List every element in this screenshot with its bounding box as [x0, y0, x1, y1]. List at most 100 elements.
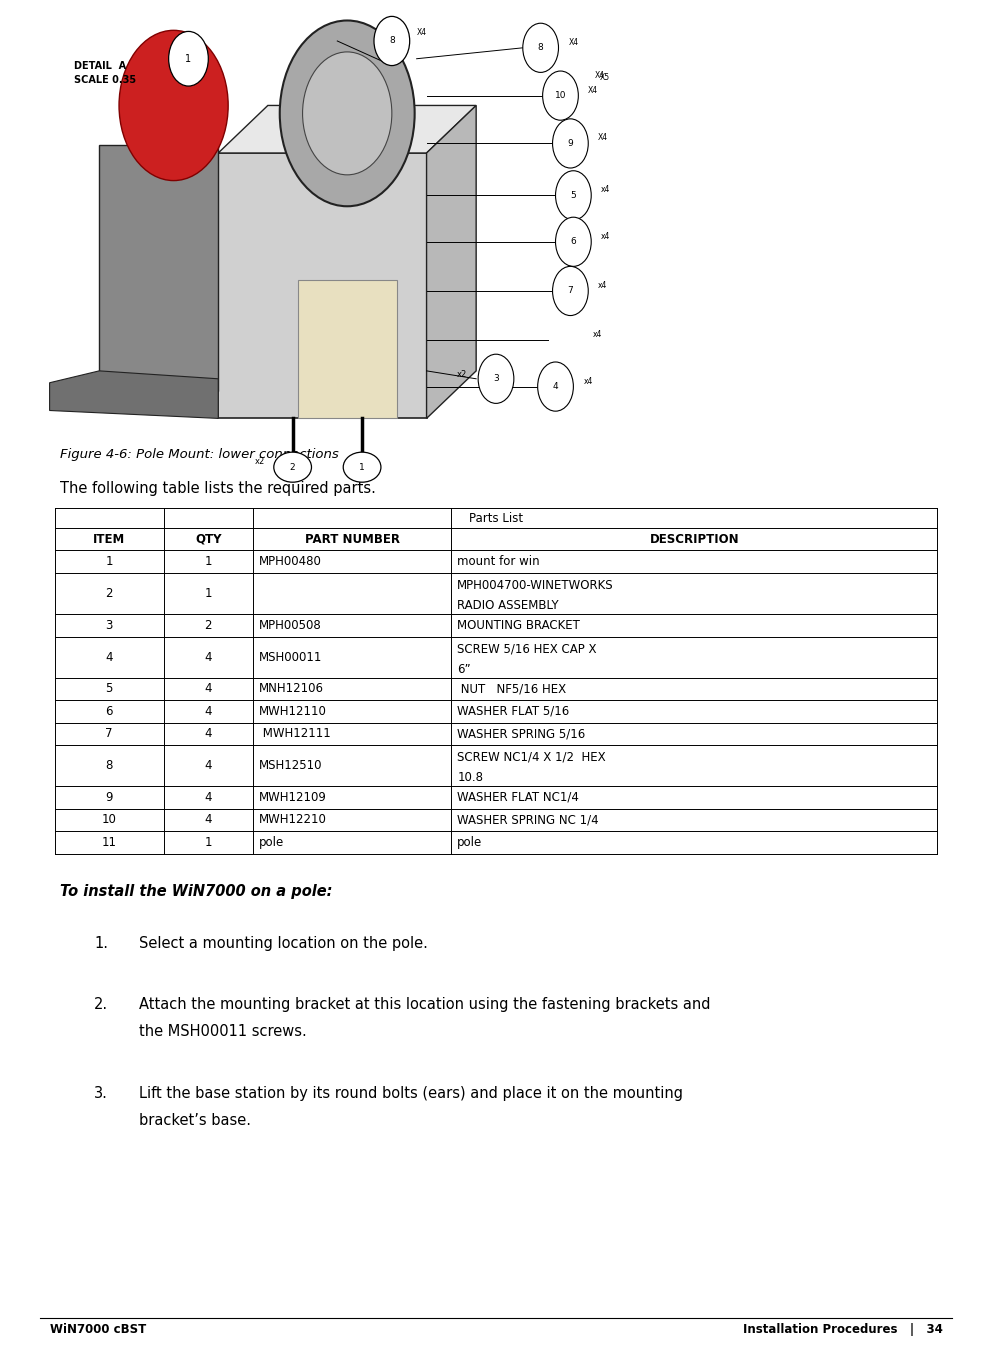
Text: 11: 11: [101, 836, 117, 850]
Text: MPH00508: MPH00508: [259, 619, 321, 632]
Text: 10.8: 10.8: [457, 770, 483, 784]
Text: bracket’s base.: bracket’s base.: [139, 1113, 251, 1128]
Text: To install the WiN7000 on a pole:: To install the WiN7000 on a pole:: [60, 884, 332, 899]
Polygon shape: [50, 370, 218, 418]
Text: MOUNTING BRACKET: MOUNTING BRACKET: [457, 619, 580, 632]
Text: Installation Procedures   |   34: Installation Procedures | 34: [743, 1322, 942, 1336]
Text: mount for win: mount for win: [457, 555, 540, 568]
Text: 9: 9: [105, 791, 113, 805]
Circle shape: [478, 354, 514, 403]
Text: 1: 1: [186, 53, 191, 64]
Text: 10: 10: [102, 813, 116, 826]
Text: 5: 5: [570, 191, 576, 199]
Bar: [0, 34, 992, 430]
Circle shape: [553, 119, 588, 168]
Text: MPH00480: MPH00480: [259, 555, 321, 568]
Text: 8: 8: [538, 44, 544, 52]
Circle shape: [523, 23, 558, 72]
Circle shape: [556, 171, 591, 220]
Text: the MSH00011 screws.: the MSH00011 screws.: [139, 1024, 307, 1040]
Text: QTY: QTY: [195, 533, 221, 546]
Text: The following table lists the required parts.: The following table lists the required p…: [60, 481, 375, 496]
Text: 7: 7: [567, 287, 573, 295]
Text: X4: X4: [568, 38, 578, 46]
Circle shape: [374, 16, 410, 66]
Text: Lift the base station by its round bolts (ears) and place it on the mounting: Lift the base station by its round bolts…: [139, 1086, 682, 1101]
Text: 1: 1: [105, 555, 113, 568]
Text: DETAIL  A
SCALE 0.35: DETAIL A SCALE 0.35: [74, 61, 137, 85]
Text: 8: 8: [105, 759, 113, 772]
Text: WASHER FLAT 5/16: WASHER FLAT 5/16: [457, 705, 569, 719]
Text: Attach the mounting bracket at this location using the fastening brackets and: Attach the mounting bracket at this loca…: [139, 997, 710, 1012]
Text: SCREW 5/16 HEX CAP X: SCREW 5/16 HEX CAP X: [457, 642, 597, 656]
Text: x4: x4: [593, 331, 602, 339]
Text: 2: 2: [290, 463, 296, 471]
Text: 2: 2: [204, 619, 212, 632]
Polygon shape: [427, 105, 476, 418]
Polygon shape: [298, 280, 397, 418]
Text: MWH12111: MWH12111: [259, 727, 330, 740]
Text: 6”: 6”: [457, 663, 471, 676]
Text: 2.: 2.: [94, 997, 108, 1012]
Text: x2: x2: [456, 370, 466, 380]
Text: 4: 4: [204, 650, 212, 664]
Text: DESCRIPTION: DESCRIPTION: [650, 533, 739, 546]
Text: 4: 4: [204, 682, 212, 695]
Text: MSH12510: MSH12510: [259, 759, 322, 772]
Text: 3.: 3.: [94, 1086, 108, 1101]
Text: 5: 5: [105, 682, 113, 695]
Text: x4: x4: [601, 186, 610, 194]
Text: SCREW NC1/4 X 1/2  HEX: SCREW NC1/4 X 1/2 HEX: [457, 750, 606, 764]
Text: MNH12106: MNH12106: [259, 682, 324, 695]
Text: 10: 10: [555, 92, 566, 100]
Text: 4: 4: [204, 727, 212, 740]
Text: 3: 3: [105, 619, 113, 632]
Text: 9: 9: [567, 139, 573, 148]
Text: WASHER SPRING 5/16: WASHER SPRING 5/16: [457, 727, 585, 740]
Text: x4: x4: [583, 377, 592, 385]
Text: MWH12110: MWH12110: [259, 705, 326, 719]
Text: 1: 1: [204, 555, 212, 568]
Text: X4: X4: [595, 71, 605, 79]
Text: 4: 4: [204, 791, 212, 805]
Circle shape: [303, 52, 392, 175]
Text: 6: 6: [105, 705, 113, 719]
Text: X4: X4: [588, 86, 598, 94]
Text: x4: x4: [601, 232, 610, 240]
Text: X4: X4: [598, 134, 608, 142]
Text: MSH00011: MSH00011: [259, 650, 322, 664]
Text: 1.: 1.: [94, 936, 108, 951]
Text: pole: pole: [457, 836, 482, 850]
Circle shape: [538, 362, 573, 411]
Text: Parts List: Parts List: [469, 511, 523, 525]
Circle shape: [280, 20, 415, 206]
Text: MWH12109: MWH12109: [259, 791, 326, 805]
Text: WiN7000 cBST: WiN7000 cBST: [50, 1322, 146, 1336]
Text: 4: 4: [204, 759, 212, 772]
Text: pole: pole: [259, 836, 284, 850]
Text: WASHER SPRING NC 1/4: WASHER SPRING NC 1/4: [457, 813, 599, 826]
Text: 4: 4: [553, 382, 558, 391]
Circle shape: [553, 266, 588, 316]
Text: X5: X5: [600, 72, 610, 82]
Polygon shape: [218, 105, 476, 153]
Text: Figure 4-6: Pole Mount: lower connections: Figure 4-6: Pole Mount: lower connection…: [60, 448, 338, 462]
Text: 1: 1: [204, 836, 212, 850]
Text: 4: 4: [105, 650, 113, 664]
Circle shape: [543, 71, 578, 120]
Text: 6: 6: [570, 238, 576, 246]
Circle shape: [169, 31, 208, 86]
Circle shape: [119, 30, 228, 180]
Text: Select a mounting location on the pole.: Select a mounting location on the pole.: [139, 936, 428, 951]
Ellipse shape: [343, 452, 381, 482]
Polygon shape: [99, 145, 218, 391]
Text: 8: 8: [389, 37, 395, 45]
Text: NUT   NF5/16 HEX: NUT NF5/16 HEX: [457, 682, 566, 695]
Text: RADIO ASSEMBLY: RADIO ASSEMBLY: [457, 598, 558, 612]
Polygon shape: [218, 153, 427, 418]
Text: x2: x2: [255, 458, 265, 466]
Text: MWH12210: MWH12210: [259, 813, 326, 826]
Ellipse shape: [274, 452, 311, 482]
Text: PART NUMBER: PART NUMBER: [305, 533, 400, 546]
Text: 4: 4: [204, 813, 212, 826]
